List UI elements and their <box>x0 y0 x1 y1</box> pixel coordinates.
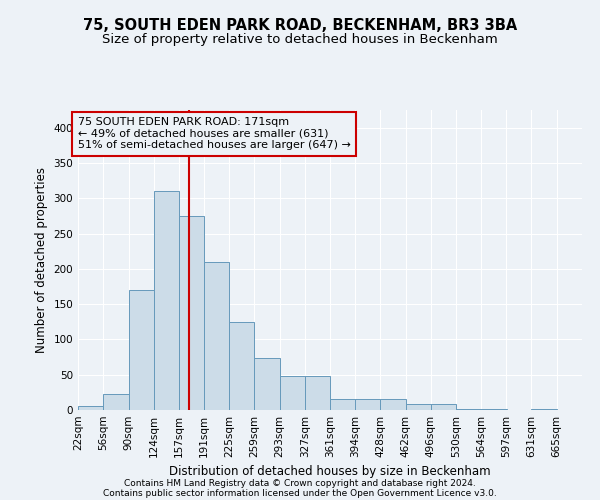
Bar <box>406 404 431 410</box>
Bar <box>331 400 356 410</box>
Bar <box>355 400 380 410</box>
Y-axis label: Number of detached properties: Number of detached properties <box>35 167 48 353</box>
Bar <box>456 408 481 410</box>
X-axis label: Distribution of detached houses by size in Beckenham: Distribution of detached houses by size … <box>169 466 491 478</box>
Bar <box>204 262 229 410</box>
Bar <box>380 400 406 410</box>
Bar <box>103 394 128 410</box>
Text: Contains public sector information licensed under the Open Government Licence v3: Contains public sector information licen… <box>103 488 497 498</box>
Text: 75, SOUTH EDEN PARK ROAD, BECKENHAM, BR3 3BA: 75, SOUTH EDEN PARK ROAD, BECKENHAM, BR3… <box>83 18 517 32</box>
Bar <box>431 404 456 410</box>
Text: Contains HM Land Registry data © Crown copyright and database right 2024.: Contains HM Land Registry data © Crown c… <box>124 478 476 488</box>
Bar <box>154 191 179 410</box>
Bar <box>179 216 204 410</box>
Text: 75 SOUTH EDEN PARK ROAD: 171sqm
← 49% of detached houses are smaller (631)
51% o: 75 SOUTH EDEN PARK ROAD: 171sqm ← 49% of… <box>78 117 351 150</box>
Text: Size of property relative to detached houses in Beckenham: Size of property relative to detached ho… <box>102 32 498 46</box>
Bar <box>305 376 331 410</box>
Bar <box>254 358 280 410</box>
Bar <box>128 290 154 410</box>
Bar <box>280 376 305 410</box>
Bar <box>78 406 103 410</box>
Bar <box>229 322 254 410</box>
